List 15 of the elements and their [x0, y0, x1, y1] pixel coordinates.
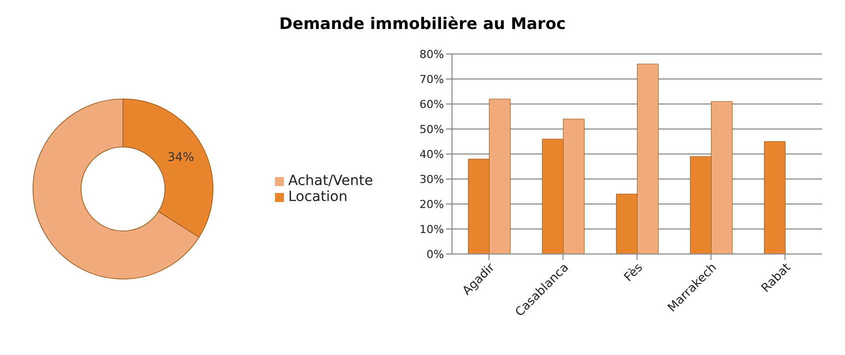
text: Demande immobilière au Maroc — [278, 13, 567, 35]
y-tick-label: 10% — [420, 222, 444, 236]
y-tick-label: 20% — [420, 198, 444, 211]
legend-label: Location — [288, 189, 348, 205]
y-tick-label: 50% — [420, 122, 444, 136]
legend-label: Achat/Vente — [288, 173, 373, 189]
y-tick-label: 0% — [426, 248, 444, 261]
y-tick-label: 60% — [420, 98, 444, 111]
y-tick-label: 70% — [420, 72, 444, 86]
y-tick-label: 30% — [420, 172, 444, 186]
x-tick-label: Fès — [621, 260, 646, 284]
y-tick-label: 40% — [420, 148, 444, 161]
data-label: 34% — [168, 150, 194, 164]
y-tick-label: 80% — [420, 48, 444, 61]
bar — [764, 141, 786, 254]
